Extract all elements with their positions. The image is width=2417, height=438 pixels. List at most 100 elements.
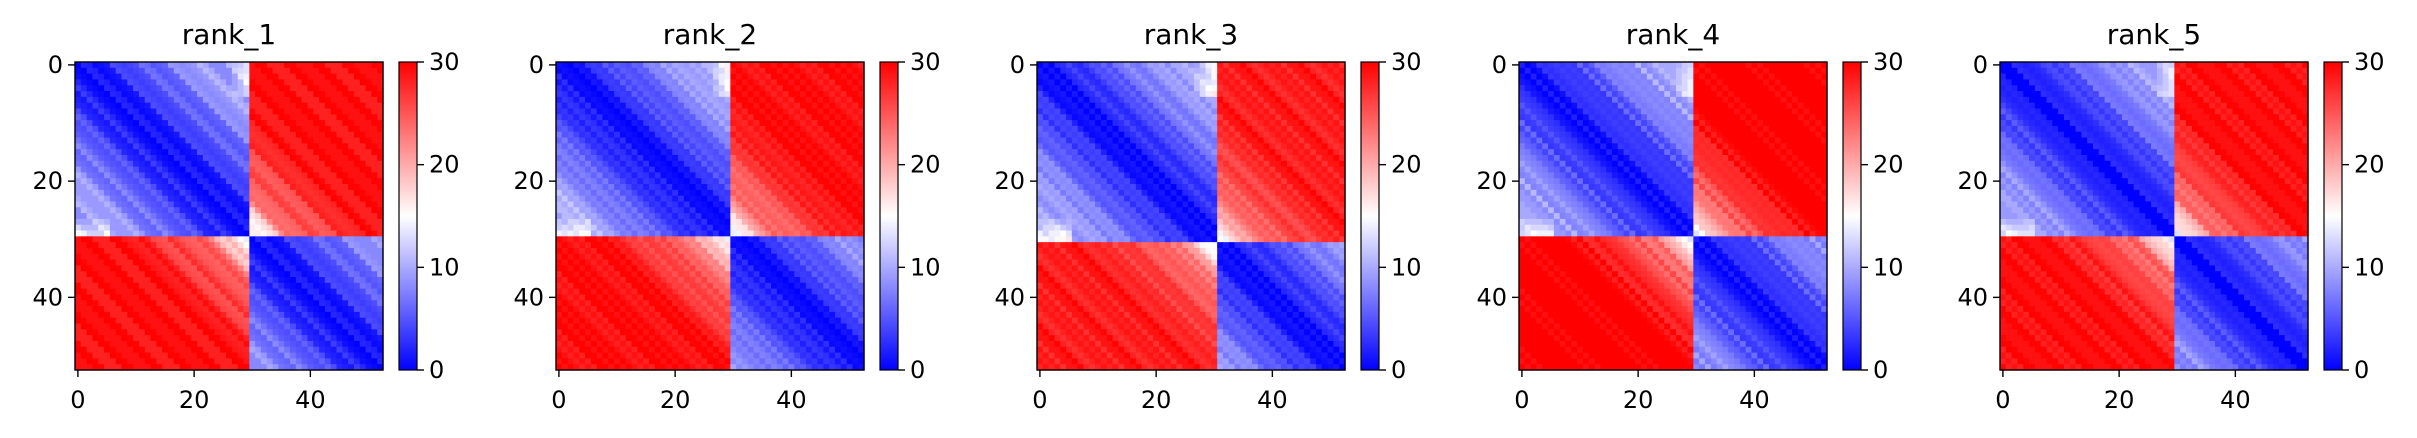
- heatmap-cell: [834, 102, 842, 110]
- heatmap-cell: [197, 259, 204, 266]
- heatmap-cell: [371, 358, 378, 365]
- heatmap-cell: [683, 62, 691, 69]
- heatmap-cell: [156, 96, 163, 104]
- heatmap-cell: [359, 213, 367, 220]
- heatmap-cell: [800, 277, 807, 284]
- heatmap-cell: [654, 259, 662, 266]
- heatmap-cell: [208, 340, 216, 348]
- heatmap-cell: [330, 259, 338, 266]
- heatmap-cell: [741, 213, 749, 220]
- heatmap-cell: [226, 346, 233, 354]
- heatmap-cell: [817, 91, 824, 98]
- heatmap-cell: [353, 311, 361, 319]
- heatmap-cell: [637, 178, 644, 185]
- heatmap-cell: [619, 125, 627, 133]
- heatmap-cell: [596, 189, 604, 197]
- heatmap-cell: [197, 166, 204, 174]
- heatmap-cell: [800, 172, 807, 179]
- heatmap-cell: [834, 154, 842, 162]
- heatmap-cell: [295, 300, 303, 307]
- heatmap-cell: [643, 184, 650, 191]
- heatmap-cell: [243, 311, 250, 319]
- heatmap-cell: [173, 358, 181, 365]
- heatmap-cell: [348, 184, 355, 191]
- heatmap-cell: [689, 143, 697, 150]
- heatmap-cell: [231, 149, 239, 156]
- heatmap-cell: [336, 224, 343, 232]
- heatmap-cell: [208, 277, 216, 284]
- heatmap-cell: [858, 154, 865, 162]
- heatmap-cell: [353, 271, 361, 278]
- heatmap-cell: [284, 131, 291, 139]
- heatmap-cell: [359, 323, 367, 330]
- heatmap-cell: [852, 288, 859, 296]
- heatmap-cell: [614, 96, 621, 104]
- heatmap-cell: [619, 195, 627, 203]
- heatmap-cell: [666, 67, 673, 75]
- heatmap-cell: [712, 259, 720, 266]
- heatmap-cell: [290, 184, 297, 191]
- heatmap-cell: [167, 224, 175, 232]
- heatmap-cell: [260, 189, 268, 197]
- heatmap-cell: [805, 282, 813, 290]
- heatmap-cell: [307, 149, 314, 156]
- heatmap-cell: [718, 85, 726, 92]
- heatmap-cell: [249, 306, 256, 313]
- heatmap-cell: [765, 79, 772, 86]
- heatmap-cell: [573, 67, 580, 75]
- heatmap-cell: [156, 108, 163, 115]
- heatmap-cell: [80, 346, 88, 354]
- heatmap-cell: [834, 224, 842, 232]
- heatmap-cell: [226, 178, 233, 185]
- heatmap-cell: [231, 154, 239, 162]
- heatmap-cell: [782, 73, 790, 81]
- heatmap-cell: [173, 230, 181, 237]
- heatmap-cell: [834, 282, 842, 290]
- heatmap-cell: [561, 195, 569, 203]
- heatmap-cell: [736, 143, 743, 150]
- heatmap-cell: [278, 207, 285, 214]
- heatmap-cell: [208, 62, 216, 69]
- heatmap-cell: [683, 282, 691, 290]
- heatmap-cell: [829, 73, 836, 81]
- heatmap-cell: [220, 340, 227, 348]
- heatmap-cell: [811, 108, 819, 115]
- heatmap-cell: [231, 79, 239, 86]
- heatmap-cell: [319, 311, 326, 319]
- heatmap-cell: [579, 195, 586, 203]
- heatmap-cell: [556, 143, 563, 150]
- heatmap-cell: [255, 358, 262, 365]
- heatmap-cell: [608, 125, 615, 133]
- heatmap-cell: [782, 213, 790, 220]
- heatmap-cell: [243, 277, 250, 284]
- heatmap-cell: [648, 271, 656, 278]
- heatmap-cell: [637, 195, 644, 203]
- heatmap-cell: [138, 79, 146, 86]
- heatmap-cell: [266, 166, 274, 174]
- heatmap-cell: [736, 271, 743, 278]
- heatmap-cell: [86, 271, 94, 278]
- heatmap-cell: [255, 73, 262, 81]
- heatmap-cell: [272, 184, 279, 191]
- heatmap-cell: [301, 184, 309, 191]
- heatmap-cell: [336, 323, 343, 330]
- heatmap-cell: [852, 271, 859, 278]
- heatmap-cell: [631, 230, 638, 237]
- heatmap-cell: [782, 282, 790, 290]
- heatmap-cell: [75, 288, 82, 296]
- heatmap-cell: [104, 300, 111, 307]
- heatmap-cell: [86, 166, 94, 174]
- heatmap-cell: [80, 91, 88, 98]
- heatmap-cell: [596, 79, 604, 86]
- heatmap-cell: [336, 184, 343, 191]
- heatmap-cell: [707, 218, 714, 226]
- heatmap-cell: [648, 213, 656, 220]
- heatmap-cell: [776, 277, 784, 284]
- heatmap-cell: [243, 120, 250, 127]
- heatmap-cell: [590, 131, 598, 139]
- heatmap-cell: [220, 294, 227, 301]
- heatmap-cell: [324, 323, 332, 330]
- heatmap-cell: [718, 73, 726, 81]
- heatmap-cell: [359, 154, 367, 162]
- heatmap-cell: [846, 207, 853, 214]
